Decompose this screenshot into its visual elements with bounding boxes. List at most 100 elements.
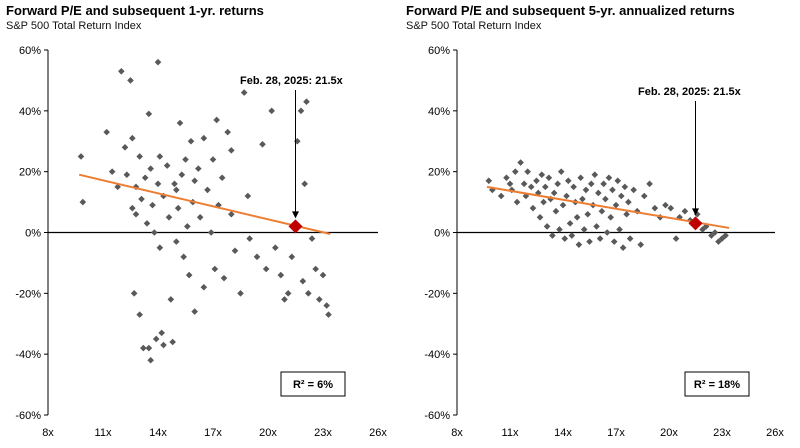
data-point: [520, 180, 528, 188]
data-point: [303, 98, 310, 106]
data-point: [173, 186, 180, 194]
data-point: [156, 244, 164, 252]
data-point: [570, 183, 577, 191]
data-point: [297, 107, 305, 115]
data-point: [591, 171, 599, 179]
highlight-point: [288, 219, 303, 234]
data-point: [174, 204, 182, 212]
data-point: [228, 210, 235, 218]
data-point: [147, 356, 154, 364]
trend-line: [78, 173, 331, 235]
data-point: [619, 244, 627, 252]
x-tick-label: 23x: [314, 427, 332, 439]
data-point: [323, 302, 330, 309]
data-point: [195, 165, 202, 172]
r2-box: [684, 371, 750, 397]
data-point: [231, 247, 239, 255]
data-point: [138, 195, 145, 203]
data-point: [577, 174, 584, 182]
x-tick-label: 8x: [42, 427, 54, 439]
data-point: [609, 186, 616, 194]
y-tick-label: 40%: [19, 106, 41, 118]
data-point: [497, 192, 505, 200]
data-point: [299, 277, 307, 285]
data-point: [598, 207, 606, 215]
data-point: [103, 128, 110, 136]
trend-line: [486, 185, 730, 229]
data-point: [207, 229, 215, 236]
data-point: [533, 177, 540, 185]
x-tick-label: 26x: [766, 427, 784, 439]
data-point: [681, 207, 689, 215]
data-point: [180, 253, 187, 261]
data-point: [151, 229, 158, 236]
data-point: [220, 274, 228, 282]
data-point: [568, 232, 576, 239]
data-point: [196, 213, 204, 221]
y-tick-label: 0%: [25, 228, 41, 240]
data-point: [154, 58, 162, 66]
x-tick-label: 8x: [451, 427, 463, 439]
data-point: [253, 253, 261, 261]
data-point: [301, 180, 308, 188]
x-tick-label: 11x: [502, 427, 519, 439]
data-point: [554, 180, 561, 188]
data-point: [182, 156, 189, 163]
data-point: [603, 229, 611, 236]
data-point: [178, 171, 186, 179]
data-point: [136, 311, 143, 318]
data-point: [294, 137, 301, 145]
data-point: [556, 226, 563, 233]
data-point: [542, 183, 549, 191]
data-point: [563, 192, 570, 200]
scatter-plot-5yr: -60% -40% -20% 0% 20% 40% 60% 8x 11x 14x 17x 20x 23x…: [424, 45, 784, 439]
data-point: [559, 201, 567, 209]
data-point: [711, 229, 719, 236]
data-point: [284, 290, 292, 297]
data-point: [129, 134, 136, 142]
data-point: [640, 192, 648, 200]
data-point: [586, 238, 593, 245]
data-point: [272, 244, 279, 252]
data-point: [593, 223, 600, 230]
data-point: [651, 204, 659, 212]
x-tick-label: 11x: [95, 427, 112, 439]
data-point: [616, 226, 623, 233]
data-point: [127, 77, 134, 84]
chart-panel-5yr: -60% -40% -20% 0% 20% 40% 60% 8x 11x 14x 17x 20x 23x…: [400, 0, 800, 448]
data-point: [160, 341, 167, 349]
data-point: [244, 192, 252, 200]
data-point: [108, 168, 116, 175]
data-point: [165, 213, 173, 221]
data-point: [163, 162, 171, 169]
data-point: [187, 137, 195, 145]
data-point: [114, 183, 121, 191]
y-tick-label: -40%: [424, 349, 450, 361]
y-tick-label: 20%: [19, 167, 41, 179]
data-point: [173, 238, 180, 245]
data-point: [156, 153, 164, 160]
data-point: [158, 329, 165, 337]
data-point: [79, 198, 87, 206]
data-point: [549, 232, 556, 239]
data-point: [529, 204, 537, 212]
data-point: [171, 180, 178, 188]
data-point: [600, 180, 607, 188]
data-point: [240, 89, 248, 96]
data-point: [132, 210, 140, 218]
data-point: [213, 116, 220, 124]
data-point: [524, 168, 531, 175]
data-point: [637, 241, 645, 248]
x-tick-label: 23x: [713, 427, 731, 439]
data-point: [191, 177, 198, 185]
data-point: [145, 344, 153, 352]
data-point: [596, 235, 604, 242]
r2-label: R² = 6%: [293, 379, 333, 391]
data-point: [325, 311, 332, 318]
data-point: [552, 207, 560, 215]
data-point: [662, 201, 669, 209]
chart-title: Forward P/E and subsequent 5-yr. annuali…: [406, 3, 735, 18]
y-tick-label: -20%: [424, 288, 450, 300]
data-point: [140, 344, 147, 352]
data-point: [147, 165, 154, 172]
